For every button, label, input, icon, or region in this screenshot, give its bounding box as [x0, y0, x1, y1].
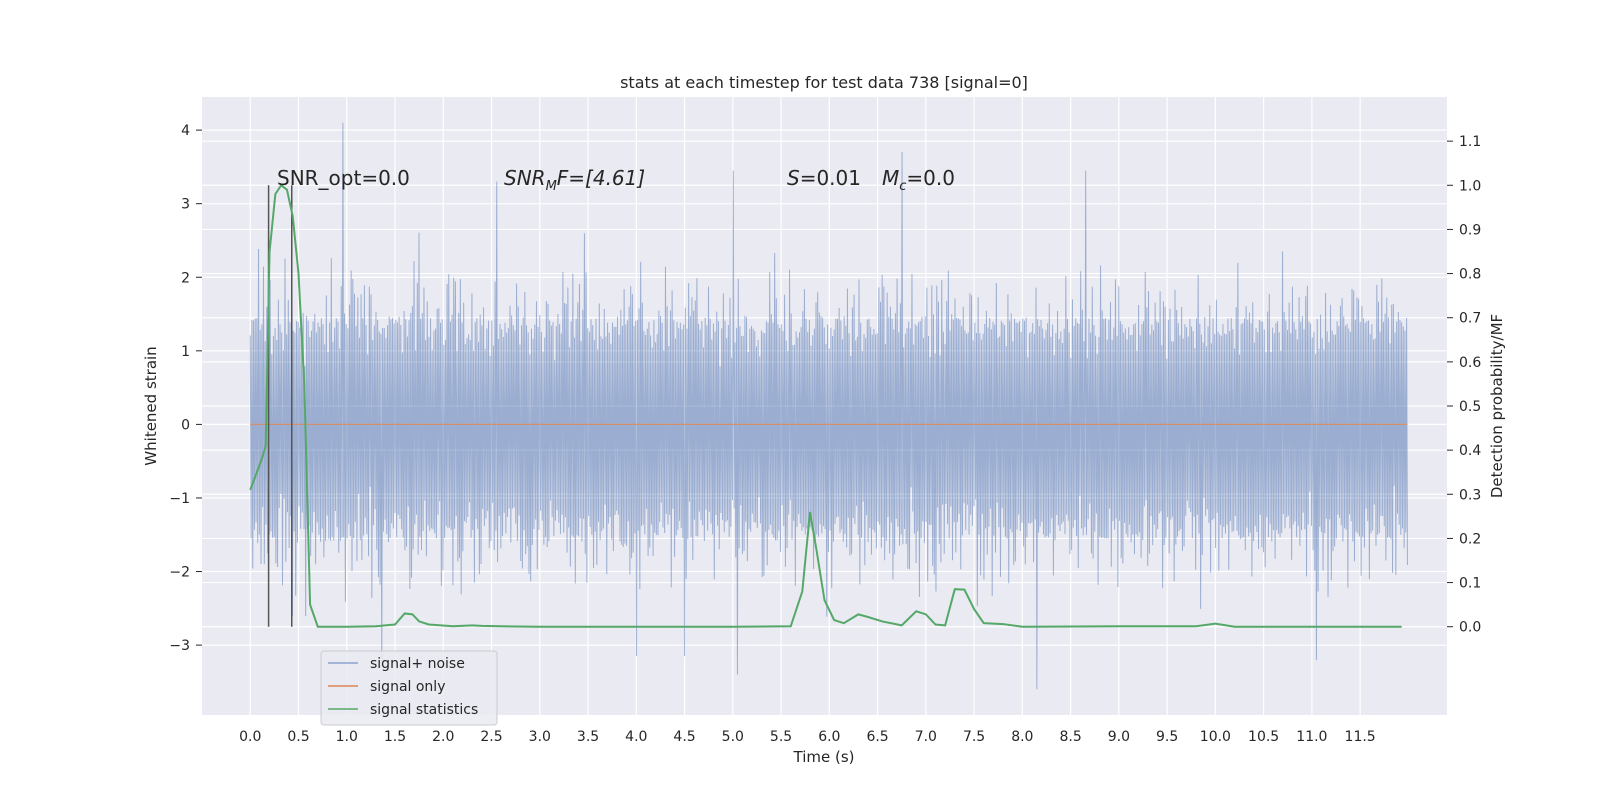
x-tick-label: 1.0: [336, 729, 358, 745]
x-tick-label: 0.5: [287, 729, 309, 745]
annotation-snr-opt: SNR_opt=0.0: [277, 166, 410, 190]
mc-subscript: c: [899, 179, 906, 194]
y2-tick-label: 1.1: [1459, 134, 1481, 150]
x-tick-label: 8.0: [1011, 729, 1033, 745]
x-tick-label: 2.5: [480, 729, 502, 745]
x-tick-label: 11.5: [1345, 729, 1376, 745]
x-tick-label: 11.0: [1296, 729, 1327, 745]
x-tick-label: 1.5: [384, 729, 406, 745]
annotation-snr-mf: SNRMF=[4.61]: [504, 166, 645, 194]
snr-mf-name: SNR: [504, 166, 546, 190]
y-tick-label: 2: [181, 270, 190, 286]
legend-label-signal-plus-noise: signal+ noise: [370, 656, 465, 672]
y-tick-label: 1: [181, 344, 190, 360]
x-tick-label: 8.5: [1059, 729, 1081, 745]
y2-tick-label: 0.0: [1459, 620, 1481, 636]
x-tick-label: 9.0: [1108, 729, 1130, 745]
legend-box: [320, 650, 498, 726]
x-tick-label: 10.0: [1200, 729, 1231, 745]
series-signal-plus-noise: [249, 122, 1408, 690]
y2-tick-label: 0.2: [1459, 531, 1481, 547]
y2-tick-label: 0.5: [1459, 399, 1481, 415]
signal-plus-noise-line: [249, 122, 1408, 690]
x-tick-label: 4.5: [673, 729, 695, 745]
y-tick-label: −3: [169, 638, 190, 654]
y2-axis-ticks: 1.1 1.0 0.9 0.8 0.7 0.6 0.5 0.4 0.3 0.2 0.1 0.0: [1447, 134, 1481, 636]
y2-tick-label: 0.9: [1459, 222, 1481, 238]
x-tick-label: 2.0: [432, 729, 454, 745]
y-axis-ticks: 4 3 2 1 0 −1 −2 −3: [169, 123, 202, 654]
y2-tick-label: 0.8: [1459, 267, 1481, 283]
y-tick-label: 4: [181, 123, 190, 139]
legend-label-signal-statistics: signal statistics: [370, 702, 478, 718]
x-tick-label: 5.0: [722, 729, 744, 745]
y-tick-label: 3: [181, 197, 190, 213]
x-tick-label: 3.0: [529, 729, 551, 745]
s-name: S: [787, 166, 800, 190]
x-tick-label: 7.0: [915, 729, 937, 745]
x-tick-label: 5.5: [770, 729, 792, 745]
y2-axis-label: Detection probability/MF: [1488, 314, 1506, 498]
mc-value: =0.0: [906, 166, 955, 190]
signal-statistics-line: [249, 183, 1402, 628]
y-tick-label: 0: [181, 417, 190, 433]
y2-tick-label: 0.4: [1459, 443, 1481, 459]
y2-tick-label: 0.7: [1459, 311, 1481, 327]
snr-mf-subscript: M: [546, 179, 557, 194]
snr-mf-rest: F=[4.61]: [557, 166, 645, 190]
x-tick-label: 4.0: [625, 729, 647, 745]
y-axis-label: Whitened strain: [142, 346, 160, 465]
x-tick-label: 10.5: [1248, 729, 1279, 745]
x-tick-label: 0.0: [239, 729, 261, 745]
y2-tick-label: 1.0: [1459, 178, 1481, 194]
x-axis-label: Time (s): [793, 748, 855, 766]
s-value: =0.01: [800, 166, 861, 190]
mc-name: M: [882, 166, 899, 190]
y2-tick-label: 0.1: [1459, 576, 1481, 592]
x-tick-label: 7.5: [963, 729, 985, 745]
legend: signal+ noise signal only signal statist…: [320, 650, 498, 726]
y2-tick-label: 0.6: [1459, 355, 1481, 371]
y2-tick-label: 0.3: [1459, 487, 1481, 503]
annotation-s-value: S=0.01: [787, 166, 861, 190]
x-tick-label: 3.5: [577, 729, 599, 745]
y-tick-label: −2: [169, 565, 190, 581]
legend-label-signal-only: signal only: [370, 679, 445, 695]
x-tick-label: 6.0: [818, 729, 840, 745]
annotation-mc-value: Mc=0.0: [882, 166, 955, 194]
chart-title: stats at each timestep for test data 738…: [620, 73, 1028, 92]
x-axis-ticks: 0.0 0.5 1.0 1.5 2.0 2.5 3.0 3.5 4.0 4.5 5.0 5.5 6.0 6…: [239, 729, 1376, 745]
x-tick-label: 6.5: [866, 729, 888, 745]
series-signal-statistics: [249, 183, 1402, 628]
y-tick-label: −1: [169, 491, 190, 507]
x-tick-label: 9.5: [1156, 729, 1178, 745]
